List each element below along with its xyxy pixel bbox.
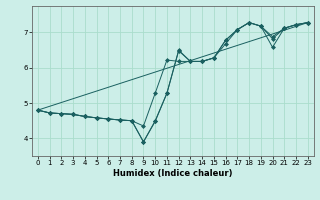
X-axis label: Humidex (Indice chaleur): Humidex (Indice chaleur) [113,169,233,178]
